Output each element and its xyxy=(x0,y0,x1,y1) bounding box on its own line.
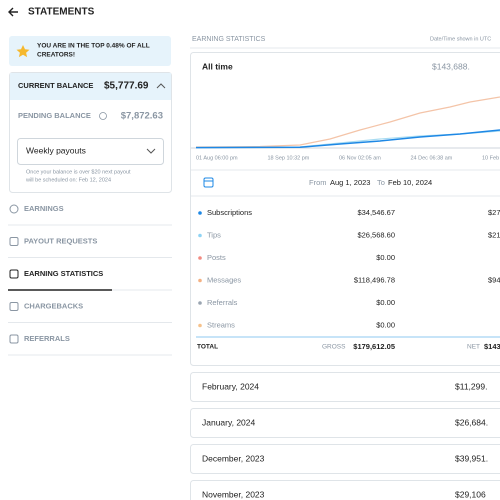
banner-text: YOU ARE IN THE TOP 0.48% OF ALL xyxy=(37,43,150,50)
period-label: All time xyxy=(202,61,233,71)
range-label: To xyxy=(377,178,385,187)
row-gross: $34,546.67 xyxy=(357,208,395,217)
timezone-note: Date/Time shown in UTC xyxy=(430,36,491,42)
star-icon xyxy=(16,45,30,58)
x-label: 10 Feb xyxy=(482,155,499,161)
info-icon[interactable] xyxy=(99,112,107,120)
balance-header[interactable] xyxy=(10,73,171,100)
months: February, 2024 $11,299. January, 2024 $26,6… xyxy=(190,372,500,500)
nav-item[interactable]: EARNING STATISTICS xyxy=(24,269,103,278)
range-from[interactable]: Aug 1, 2023 xyxy=(330,178,370,187)
bullet xyxy=(198,233,202,238)
row-name: Streams xyxy=(207,320,235,329)
nav-item[interactable]: EARNINGS xyxy=(24,204,64,213)
range-to[interactable]: Feb 10, 2024 xyxy=(388,178,432,187)
row-name: Subscriptions xyxy=(207,208,252,217)
net-label: NET xyxy=(467,344,480,351)
month-value: $26,684. xyxy=(455,417,488,427)
nav-icon xyxy=(9,269,19,279)
payout-note: Once your balance is over $20 next payou… xyxy=(26,169,131,175)
page-title: STATEMENTS xyxy=(28,7,95,18)
x-labels: 01 Aug 06:00 pm 18 Sep 10:32 pm 06 Nov 02:… xyxy=(196,155,499,161)
payout-note: will be scheduled on: Feb 12, 2024 xyxy=(25,177,111,183)
payout-select-text: Weekly payouts xyxy=(26,145,86,155)
x-label: 06 Nov 02:05 am xyxy=(339,155,381,161)
chart-line xyxy=(195,96,500,148)
calendar-icon[interactable] xyxy=(203,177,214,188)
row-gross: $0.00 xyxy=(376,253,395,262)
total-net: $143 xyxy=(484,342,500,351)
current-balance-value: $5,777.69 xyxy=(104,81,149,92)
x-label: 01 Aug 06:00 pm xyxy=(196,155,238,161)
chart-line xyxy=(195,129,500,149)
nav-icon xyxy=(9,237,19,246)
nav-item[interactable]: PAYOUT REQUESTS xyxy=(24,236,97,245)
pending-balance-label: PENDING BALANCE xyxy=(18,111,91,120)
section-title: EARNING STATISTICS xyxy=(192,36,266,43)
x-label: 24 Dec 06:38 am xyxy=(411,155,453,161)
bullet xyxy=(198,301,202,305)
bullet xyxy=(198,211,202,215)
nav: EARNINGS PAYOUT REQUESTS EARNING STATISTIC… xyxy=(8,204,172,356)
bullet xyxy=(198,323,202,328)
row-name: Tips xyxy=(207,230,221,239)
month-card[interactable] xyxy=(190,444,500,474)
banner xyxy=(9,36,171,66)
nav-icon xyxy=(9,334,19,344)
month-card[interactable] xyxy=(190,372,500,402)
bullet xyxy=(198,256,202,260)
total-gross: $179,612.05 xyxy=(353,342,395,351)
bullet xyxy=(198,278,202,283)
nav-item[interactable]: REFERRALS xyxy=(24,334,70,343)
month-name: December, 2023 xyxy=(202,453,265,463)
month-card[interactable] xyxy=(190,480,500,500)
gross-label: GROSS xyxy=(322,344,346,351)
total-label: TOTAL xyxy=(197,344,218,351)
range-label: From xyxy=(309,178,327,187)
month-value: $39,951. xyxy=(455,453,488,463)
row-gross: $0.00 xyxy=(376,320,395,329)
payout-select[interactable] xyxy=(17,138,164,165)
row-name: Posts xyxy=(207,253,226,262)
x-label: 18 Sep 10:32 pm xyxy=(268,155,310,161)
row-gross: $118,496.78 xyxy=(354,275,395,284)
row-net: $94 xyxy=(488,275,500,284)
row-net: $21 xyxy=(488,230,500,239)
nav-item[interactable]: CHARGEBACKS xyxy=(24,301,83,310)
dropdown-icon xyxy=(146,148,156,154)
month-name: November, 2023 xyxy=(202,489,265,499)
collapse-icon[interactable] xyxy=(156,83,166,89)
back-arrow[interactable] xyxy=(8,7,18,17)
month-name: January, 2024 xyxy=(202,417,256,427)
row-name: Messages xyxy=(207,275,241,284)
pending-balance-value: $7,872.63 xyxy=(121,111,163,122)
earnings-table: Subscriptions $34,546.67 $27 Tips $26,568.60… xyxy=(198,208,500,329)
current-balance-label: CURRENT BALANCE xyxy=(18,81,93,90)
row-name: Referrals xyxy=(207,298,238,307)
month-card[interactable] xyxy=(190,408,500,438)
month-value: $11,299. xyxy=(455,381,487,391)
nav-icon xyxy=(9,302,19,311)
row-net: $27 xyxy=(488,208,500,217)
nav-icon xyxy=(9,204,19,214)
banner-text: CREATORS! xyxy=(37,52,75,59)
month-value: $29,106 xyxy=(455,489,486,499)
period-total: $143,688. xyxy=(432,61,470,71)
row-gross: $26,568.60 xyxy=(357,230,395,239)
month-name: February, 2024 xyxy=(202,381,259,391)
stats-card xyxy=(190,52,500,366)
row-gross: $0.00 xyxy=(376,298,395,307)
